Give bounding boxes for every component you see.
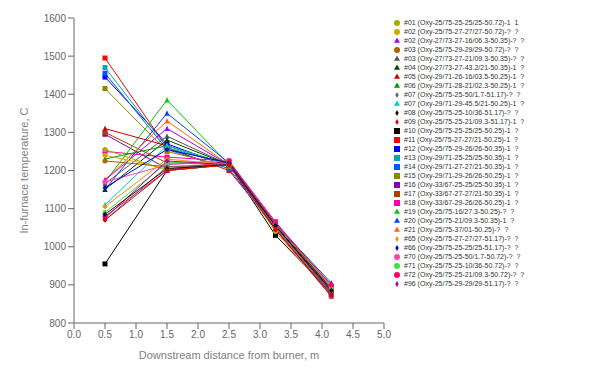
html-text:#09 (Oxy-25/75-25-21/09.3-51.1: #09 (Oxy-25/75-25-21/09.3-51.17)-1 ?	[404, 118, 525, 125]
html-text:#12 (Oxy-25/75-29-26/26-50.35): #12 (Oxy-25/75-29-26/26-50.35)-1 ?	[404, 145, 519, 152]
html-text:#70 (Oxy-25/75-25-50/1.7-50.72: #70 (Oxy-25/75-25-50/1.7-50.72)-? ?	[404, 253, 521, 260]
html-text:#16 (Oxy-33/67-25-25/25-50.35): #16 (Oxy-33/67-25-25/25-50.35)-1 ?	[404, 181, 519, 188]
html-text:#65 (Oxy-25/75-27-27/27-51.17): #65 (Oxy-25/75-27-27/27-51.17)-? ?	[404, 235, 519, 242]
html-text:#15 (Oxy-29/71-29-26/26-50.25): #15 (Oxy-29/71-29-26/26-50.25)-1 ?	[404, 172, 519, 179]
html-text:#01 (Oxy-25/75-25-25/25-50.72): #01 (Oxy-25/75-25-25/25-50.72)-1 1	[404, 19, 519, 26]
svg-text:1400: 1400	[44, 89, 67, 100]
html-text:#03 (Oxy-25/75-29-29/29-50.72): #03 (Oxy-25/75-29-29/29-50.72)-? ?	[404, 46, 519, 53]
html-text:#07 (Oxy-29/71-29-45.5/21-50.2: #07 (Oxy-29/71-29-45.5/21-50.25)-1 ?	[404, 100, 525, 107]
html-text:#03 (Oxy-27/73-27-21/09.3-50.3: #03 (Oxy-27/73-27-21/09.3-50.35)-? ?	[404, 55, 525, 62]
svg-text:5.0: 5.0	[377, 329, 391, 340]
html-text:#13 (Oxy-29/71-25-25/25-50.35): #13 (Oxy-29/71-25-25/25-50.35)-1 ?	[404, 154, 519, 161]
html-text:#05 (Oxy-29/71-26-16/03.5-50.2: #05 (Oxy-29/71-26-16/03.5-50.25)-1 ?	[404, 73, 525, 80]
svg-text:900: 900	[49, 279, 66, 290]
svg-text:800: 800	[49, 318, 66, 329]
svg-text:1300: 1300	[44, 127, 67, 138]
html-text:#20 (Oxy-25/75-21/09.3-50.35)-: #20 (Oxy-25/75-21/09.3-50.35)-1 ?	[404, 217, 515, 224]
html-text:#02 (Oxy-27/73-27-16/06.3-50.3: #02 (Oxy-27/73-27-16/06.3-50.35)-? ?	[404, 37, 525, 44]
svg-text:4.5: 4.5	[346, 329, 360, 340]
svg-text:0.5: 0.5	[98, 329, 112, 340]
html-text:#14 (Oxy-29/71-27-27/21-50.35): #14 (Oxy-29/71-27-27/21-50.35)-1 ?	[404, 163, 519, 170]
svg-text:1100: 1100	[44, 203, 66, 214]
html-text:#17 (Oxy-33/67-27-27/21-50.35): #17 (Oxy-33/67-27-27/21-50.35)-1 ?	[404, 190, 519, 197]
svg-text:1.5: 1.5	[160, 329, 174, 340]
html-text:#19 (Oxy-25/75-16/27.3-50.25)-: #19 (Oxy-25/75-16/27.3-50.25)-? ?	[404, 208, 515, 215]
svg-text:1200: 1200	[44, 165, 67, 176]
html-text:#96 (Oxy-25/75-29-29/29-51.17): #96 (Oxy-25/75-29-29/29-51.17)-? ?	[404, 280, 519, 287]
svg-text:1000: 1000	[44, 241, 67, 252]
svg-text:1.0: 1.0	[129, 329, 143, 340]
html-text:#02 (Oxy-25/75-27-27/27-50.72): #02 (Oxy-25/75-27-27/27-50.72)-? ?	[404, 28, 519, 35]
svg-text:0.0: 0.0	[67, 329, 81, 340]
html-text:#08 (Oxy-25/75-25-10/36-51.17): #08 (Oxy-25/75-25-10/36-51.17)-? ?	[404, 109, 519, 116]
svg-text:3.0: 3.0	[253, 329, 267, 340]
svg-text:2.5: 2.5	[222, 329, 236, 340]
html-text:#06 (Oxy-29/71-28-21/02.3-50.2: #06 (Oxy-29/71-28-21/02.3-50.25)-1 ?	[404, 82, 525, 89]
svg-text:2.0: 2.0	[191, 329, 205, 340]
html-text:#72 (Oxy-25/75-25-21/09.3-50.7: #72 (Oxy-25/75-25-21/09.3-50.72)-? ?	[404, 271, 525, 278]
svg-text:4.0: 4.0	[315, 329, 329, 340]
html-text:#21 (Oxy-25/75-37/01-50.25)-?: #21 (Oxy-25/75-37/01-50.25)-? ?	[404, 226, 509, 233]
html-text:#66 (Oxy-25/75-25-25/25-51.17): #66 (Oxy-25/75-25-25/25-51.17)-? ?	[404, 244, 519, 251]
html-text:#11 (Oxy-25/75-27-27/21-50.25): #11 (Oxy-25/75-27-27/21-50.25)-1 ?	[404, 136, 518, 143]
html-text:#71 (Oxy-25/75-25-10/36-50.72): #71 (Oxy-25/75-25-10/36-50.72)-? ?	[404, 262, 519, 269]
svg-text:1600: 1600	[44, 13, 67, 24]
svg-text:1500: 1500	[44, 51, 67, 62]
html-text:#04 (Oxy-27/73-27-43.2/21-50.3: #04 (Oxy-27/73-27-43.2/21-50.35)-1 ?	[404, 64, 525, 71]
html-text:#07 (Oxy-25/75-25-50/1.7-51.17: #07 (Oxy-25/75-25-50/1.7-51.17)-? ?	[404, 91, 521, 98]
html-text:#18 (Oxy-33/67-29-26/26-50.25): #18 (Oxy-33/67-29-26/26-50.25)-1 ?	[404, 199, 519, 206]
html-text:#10 (Oxy-25/75-25-25/25-50.25): #10 (Oxy-25/75-25-25/25-50.25)-1 ?	[404, 127, 519, 134]
svg-text:Downstream distance from burne: Downstream distance from burner, m	[139, 349, 319, 361]
svg-text:In-furnace temperature, C: In-furnace temperature, C	[18, 107, 30, 233]
svg-text:3.5: 3.5	[284, 329, 298, 340]
